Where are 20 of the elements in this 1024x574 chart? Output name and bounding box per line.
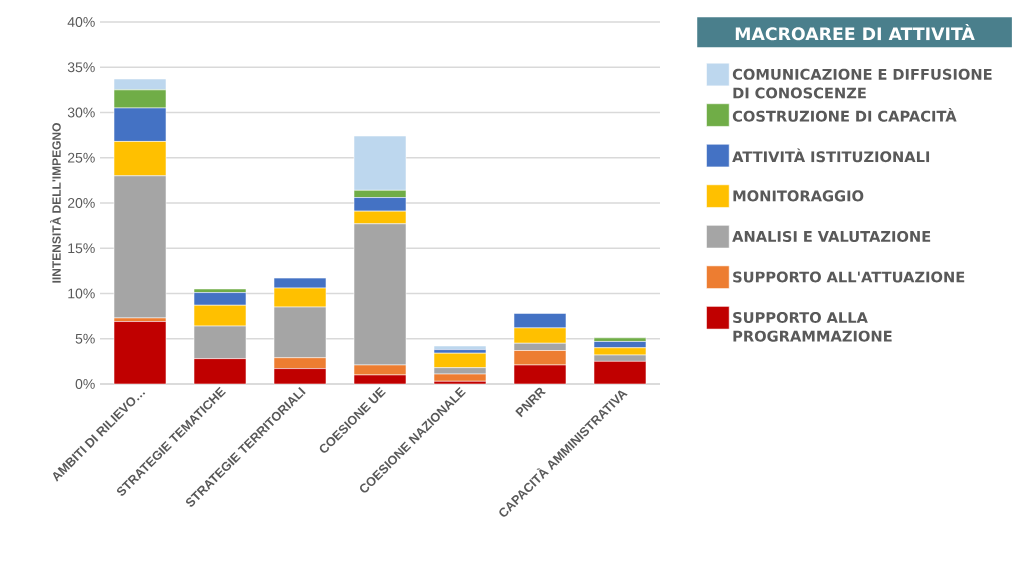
legend-title: MACROAREE DI ATTIVITÀ	[735, 24, 975, 41]
y-tick-label: 15%	[68, 243, 95, 254]
legend-label: SUPPORTO ALL'ATTUAZIONE	[733, 271, 965, 283]
legend-label: ANALISI E VALUTAZIONE	[732, 230, 931, 242]
y-tick-label: 20%	[67, 198, 95, 208]
bar	[433, 345, 487, 350]
legend-label: ATTIVITÀ ISTITUZIONALI	[732, 148, 930, 163]
legend-label: SUPPORTO ALLA PROGRAMMAZIONE	[733, 311, 892, 342]
y-axis-title: IINTENSITÀ DELL'IMPEGNO	[50, 123, 61, 283]
y-tick-label: 30%	[67, 107, 95, 118]
y-tick-label: 0%	[75, 379, 95, 389]
y-tick-label: 25%	[67, 152, 95, 163]
legend-label: MONITORAGGIO	[733, 190, 864, 202]
legend-label: COSTRUZIONE DI CAPACITÀ	[732, 107, 957, 122]
y-tick-label: 5%	[75, 333, 95, 344]
y-tick-label: 35%	[67, 62, 95, 73]
y-tick-label: 40%	[67, 17, 95, 27]
y-tick-label: 10%	[68, 288, 95, 299]
legend-label: COMUNICAZIONE E DIFFUSIONE DI CONOSCENZE	[732, 68, 992, 99]
bar	[113, 321, 167, 385]
